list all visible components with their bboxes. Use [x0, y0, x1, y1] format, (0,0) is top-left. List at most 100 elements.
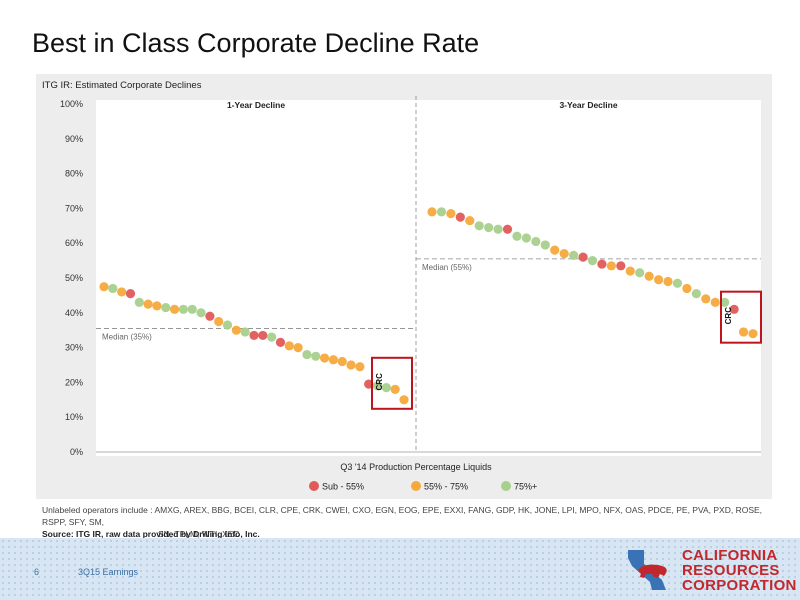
- data-point: [512, 231, 522, 241]
- data-point: [214, 316, 224, 327]
- crc-label: CRC: [375, 373, 384, 391]
- data-point: [682, 283, 692, 294]
- y-tick-label: 30%: [65, 343, 83, 353]
- chart-title: ITG IR: Estimated Corporate Declines: [42, 80, 202, 91]
- data-point: [427, 207, 437, 217]
- data-point: [222, 320, 233, 330]
- data-point: [691, 289, 701, 299]
- data-point: [465, 215, 475, 226]
- page-number: 6: [34, 567, 40, 577]
- data-point: [231, 325, 241, 335]
- data-point: [748, 329, 758, 339]
- crc-label: CRC: [724, 307, 733, 325]
- panel-title: 1-Year Decline: [227, 100, 285, 110]
- legend-marker: [501, 481, 511, 491]
- data-point: [729, 304, 739, 314]
- footer-band: [0, 538, 800, 600]
- data-point: [178, 304, 189, 314]
- y-tick-label: 20%: [65, 377, 83, 387]
- y-tick-label: 60%: [65, 238, 83, 248]
- data-point: [249, 330, 259, 341]
- data-point: [738, 327, 749, 337]
- x-axis-label: Q3 '14 Production Percentage Liquids: [340, 462, 492, 472]
- data-point: [587, 256, 598, 266]
- data-point: [531, 236, 541, 247]
- data-point: [493, 224, 503, 234]
- data-point: [346, 360, 356, 370]
- logo-line1: CALIFORNIA: [682, 547, 778, 564]
- data-point: [484, 222, 494, 233]
- source-note: Source: ITG IR, raw data provided by Dri…: [42, 529, 260, 539]
- data-point: [710, 297, 720, 307]
- data-point: [569, 250, 579, 260]
- data-point: [550, 245, 560, 255]
- footer-label: 3Q15 Earnings: [78, 567, 139, 577]
- legend-label: Sub - 55%: [322, 482, 364, 492]
- data-point: [319, 353, 330, 363]
- data-point: [311, 351, 321, 361]
- data-point: [152, 301, 162, 311]
- logo-line2: RESOURCES: [682, 562, 780, 579]
- data-point: [616, 261, 626, 271]
- data-point: [293, 343, 303, 353]
- median-label: Median (55%): [422, 263, 472, 272]
- chart-panel: ITG IR: Estimated Corporate Declines 0% 10…: [36, 74, 772, 499]
- data-point: [302, 349, 312, 360]
- y-tick-label: 80%: [65, 169, 83, 179]
- logo-line3: CORPORATION: [682, 577, 797, 594]
- legend-marker: [411, 481, 421, 491]
- slide-title: Best in Class Corporate Decline Rate: [32, 28, 480, 58]
- data-point: [108, 283, 118, 294]
- y-tick-label: 90%: [65, 134, 83, 144]
- data-point: [284, 341, 294, 351]
- data-point: [502, 224, 513, 234]
- data-point: [355, 362, 365, 372]
- y-tick-label: 100%: [60, 99, 83, 109]
- y-tick-label: 0%: [70, 447, 83, 457]
- company-logo: CALIFORNIA RESOURCES CORPORATION: [622, 546, 796, 594]
- data-point: [337, 356, 347, 367]
- data-point: [169, 304, 180, 314]
- data-point: [559, 249, 569, 259]
- unlabeled-operators-line2: SN, TPLM, WTI, XEC: [158, 529, 240, 539]
- legend-label: 75%+: [514, 482, 537, 492]
- data-point: [436, 207, 447, 217]
- crc-highlight-box: [720, 290, 762, 344]
- data-point: [446, 209, 456, 219]
- data-point: [455, 212, 465, 222]
- data-point: [474, 221, 484, 231]
- california-bear-logo-icon: [628, 550, 667, 590]
- crc-highlight-box: [371, 356, 413, 410]
- data-point: [196, 308, 206, 318]
- data-point: [117, 287, 127, 297]
- data-point: [625, 266, 635, 276]
- data-point: [134, 297, 144, 307]
- data-point: [187, 304, 197, 314]
- data-point: [644, 271, 654, 281]
- unlabeled-operators-line1: Unlabeled operators include : AMXG, AREX…: [42, 505, 763, 527]
- data-point: [578, 252, 588, 262]
- data-point: [399, 395, 409, 405]
- decline-chart: ITG IR: Estimated Corporate Declines 0% 10…: [42, 80, 762, 492]
- data-point: [720, 297, 730, 307]
- panel-title: 3-Year Decline: [559, 100, 617, 110]
- data-point: [597, 259, 607, 269]
- y-tick-label: 50%: [65, 273, 83, 283]
- logo-text: CALIFORNIA RESOURCES CORPORATION: [682, 548, 797, 593]
- legend-label: 55% - 75%: [424, 482, 468, 492]
- data-point: [125, 289, 136, 299]
- median-label: Median (35%): [102, 332, 152, 341]
- data-point: [701, 294, 711, 304]
- legend-marker: [309, 481, 319, 491]
- data-point: [540, 240, 550, 250]
- data-point: [372, 381, 383, 391]
- data-point: [205, 311, 215, 321]
- y-tick-label: 70%: [65, 203, 83, 213]
- data-point: [258, 330, 268, 341]
- data-point: [663, 276, 673, 287]
- unlabeled-operators-note: Unlabeled operators include : AMXG, AREX…: [42, 504, 772, 540]
- data-point: [267, 332, 277, 342]
- data-point: [143, 299, 153, 309]
- data-point: [275, 337, 286, 347]
- y-tick-label: 40%: [65, 308, 83, 318]
